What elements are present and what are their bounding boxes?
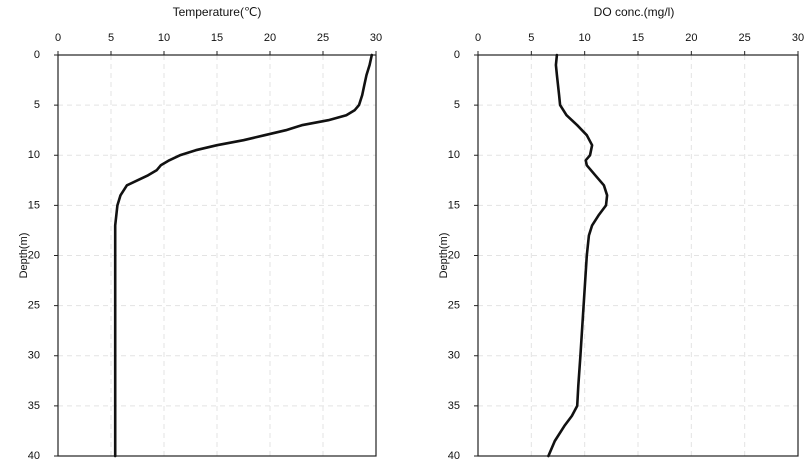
do-ytick-label-15: 15 <box>448 199 460 211</box>
temperature-ylabel: Depth(m) <box>18 233 30 279</box>
do-ytick-label-25: 25 <box>448 300 460 312</box>
temperature-axis-title: Temperature(℃) <box>173 5 262 19</box>
temperature-panel: 0 5 10 15 20 25 30 0 5 10 15 20 25 30 35 40 Temperature(… <box>18 5 382 462</box>
temperature-xtick-label-10: 10 <box>158 32 170 44</box>
do-xtick-label-0: 0 <box>475 32 481 44</box>
temperature-ytick-label-25: 25 <box>28 300 40 312</box>
do-ytick-label-30: 30 <box>448 350 460 362</box>
do-ytick-label-5: 5 <box>454 99 460 111</box>
do-ytick-label-10: 10 <box>448 149 460 161</box>
do-ytick-label-35: 35 <box>448 400 460 412</box>
do-xtick-label-5: 5 <box>528 32 534 44</box>
do-profile-line <box>547 53 609 458</box>
do-panel: 0 5 10 15 20 25 30 0 5 10 15 20 25 30 35 40 DO conc.(mg/… <box>438 5 804 462</box>
temperature-ytick-label-20: 20 <box>28 249 40 261</box>
do-ytick-label-20: 20 <box>448 249 460 261</box>
do-xtick-label-15: 15 <box>632 32 644 44</box>
temperature-ytick-label-30: 30 <box>28 350 40 362</box>
temperature-profile-line <box>113 53 374 458</box>
do-xtick-label-20: 20 <box>685 32 697 44</box>
do-ytick-label-40: 40 <box>448 450 460 462</box>
temperature-xtick-label-20: 20 <box>264 32 276 44</box>
temperature-ytick-label-0: 0 <box>34 49 40 61</box>
do-xtick-label-30: 30 <box>792 32 804 44</box>
temperature-ytick-label-40: 40 <box>28 450 40 462</box>
do-xtick-label-25: 25 <box>739 32 751 44</box>
temperature-ytick-label-15: 15 <box>28 199 40 211</box>
temperature-xtick-label-15: 15 <box>211 32 223 44</box>
temperature-xtick-label-0: 0 <box>55 32 61 44</box>
do-ylabel: Depth(m) <box>438 233 450 279</box>
temperature-ytick-label-5: 5 <box>34 99 40 111</box>
do-xtick-label-10: 10 <box>579 32 591 44</box>
temperature-xtick-label-5: 5 <box>108 32 114 44</box>
temperature-ytick-label-10: 10 <box>28 149 40 161</box>
temperature-ytick-label-35: 35 <box>28 400 40 412</box>
temperature-xtick-label-25: 25 <box>317 32 329 44</box>
do-axis-title: DO conc.(mg/l) <box>594 5 675 19</box>
do-ytick-label-0: 0 <box>454 49 460 61</box>
temperature-xtick-label-30: 30 <box>370 32 382 44</box>
